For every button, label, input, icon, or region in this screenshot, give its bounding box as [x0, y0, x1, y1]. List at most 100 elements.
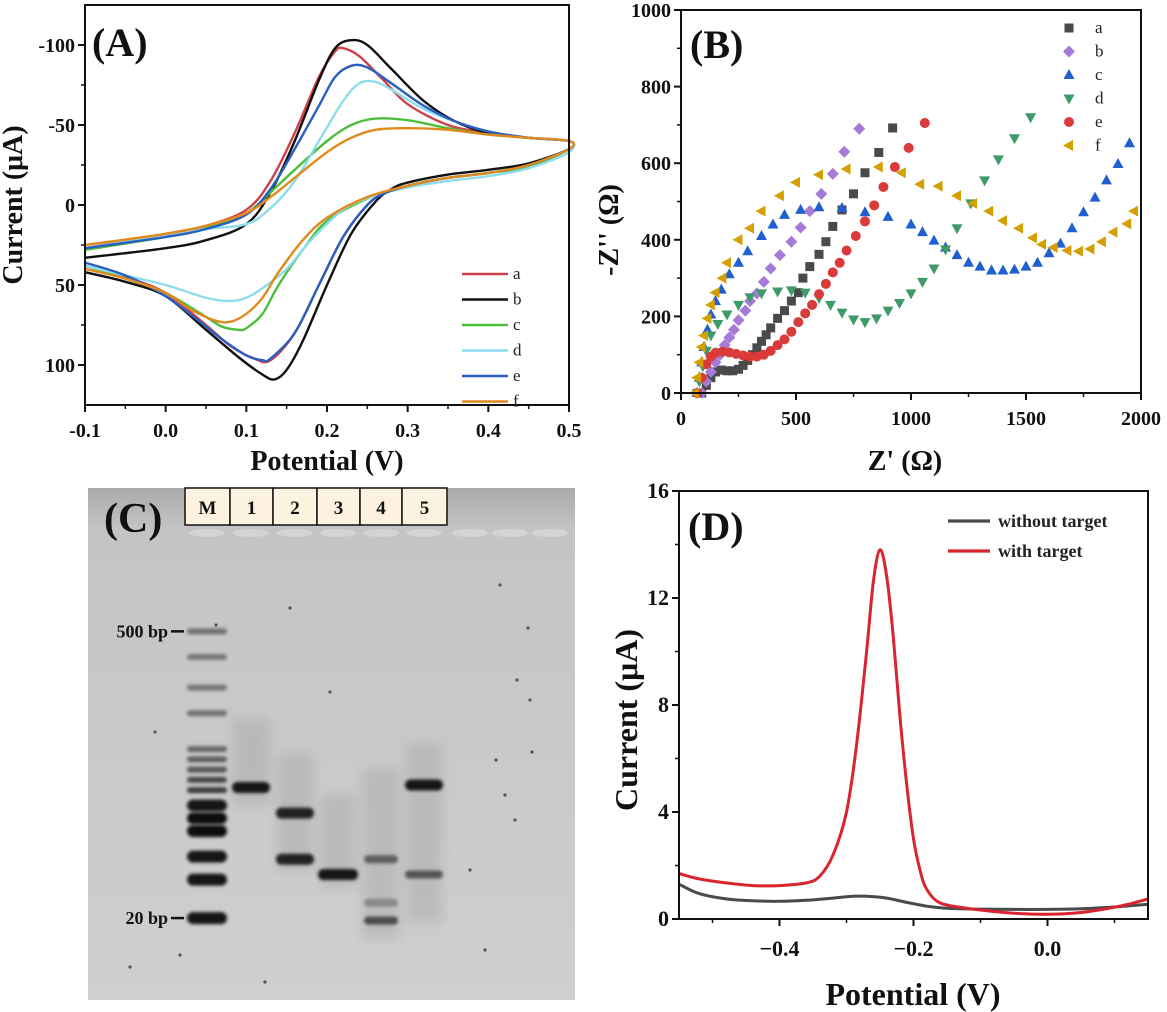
panel-d-curves — [678, 548, 1149, 916]
data-point — [917, 277, 928, 288]
dpv-curve-without-target — [678, 882, 1149, 911]
data-point — [723, 331, 736, 344]
gel-well — [532, 529, 568, 537]
data-point — [895, 167, 906, 179]
data-point — [813, 169, 823, 181]
gel-smear-lane-4 — [363, 769, 399, 939]
gel-lane-1 — [232, 782, 270, 794]
data-point — [756, 229, 767, 240]
gel-well — [189, 529, 225, 537]
y-tick-label: 0 — [661, 383, 671, 405]
data-point — [820, 278, 831, 289]
data-point — [779, 208, 790, 219]
gel-lane-5 — [405, 779, 443, 879]
y-tick-label: 200 — [641, 306, 671, 328]
data-point — [772, 287, 784, 298]
x-tick-label: 0 — [676, 408, 686, 430]
gel-speck — [178, 953, 182, 957]
y-tick-label: -50 — [48, 115, 75, 137]
data-point — [712, 320, 724, 331]
data-point — [905, 218, 917, 229]
data-point — [732, 314, 745, 327]
data-point — [814, 289, 824, 300]
data-point — [826, 167, 839, 180]
data-point — [800, 308, 811, 319]
gel-band — [232, 782, 270, 794]
gel-bands — [187, 628, 443, 925]
data-point — [834, 257, 845, 268]
data-point — [836, 202, 848, 213]
data-point — [716, 272, 727, 284]
gel-lane-label-box-5 — [401, 487, 448, 526]
gel-speck — [288, 606, 292, 610]
legend-label-c: c — [1095, 65, 1103, 84]
cv-curve-c — [84, 117, 576, 332]
data-point — [755, 205, 766, 217]
legend-label-without-target: without target — [998, 511, 1107, 531]
gel-well — [320, 529, 356, 537]
data-point — [745, 351, 755, 362]
gel-size-marker-label: 500 bp — [116, 621, 168, 641]
data-point — [1107, 226, 1118, 238]
gel-well — [492, 529, 528, 537]
x-tick-label: 0.1 — [234, 420, 259, 442]
legend-marker-b — [1063, 45, 1075, 58]
data-point — [786, 326, 797, 337]
gel-band — [187, 912, 227, 925]
data-point — [813, 201, 825, 212]
data-point — [773, 249, 786, 262]
panel-c-label: (C) — [104, 496, 162, 542]
data-point — [882, 210, 894, 221]
gel-lane-label-2: 2 — [290, 498, 300, 519]
panel-d-x-ticks: −0.4 −0.2 0.0 — [711, 919, 1116, 961]
y-tick-label: 1000 — [631, 0, 671, 22]
data-point — [1013, 222, 1024, 234]
data-point — [1025, 113, 1037, 124]
data-point — [814, 249, 824, 259]
y-tick-label: -100 — [38, 35, 75, 57]
data-point — [733, 300, 744, 311]
data-point — [841, 245, 852, 256]
gel-band — [276, 807, 314, 819]
data-point — [1036, 238, 1047, 250]
data-point — [739, 304, 752, 317]
data-point — [1078, 206, 1089, 217]
data-point — [765, 345, 776, 356]
data-point — [825, 300, 836, 311]
gel-band — [187, 776, 227, 783]
gel-speck — [214, 623, 218, 627]
legend-label-d: d — [513, 341, 522, 360]
x-tick-label: 0.3 — [395, 420, 420, 442]
data-point — [734, 364, 743, 374]
data-point — [704, 299, 715, 311]
data-point — [963, 256, 974, 267]
data-point — [799, 288, 811, 299]
gel-band — [187, 850, 227, 863]
gel-speck — [468, 868, 472, 872]
legend-label-a: a — [513, 264, 521, 283]
legend-marker-d — [1063, 94, 1075, 105]
panel-a-cv-plot: -0.1 0.0 0.1 0.2 0.3 0.4 0.5 -100 -50 0 50 100 (A)… — [0, 4, 582, 477]
gel-speck — [526, 626, 530, 630]
gel-lane-label-box-4 — [359, 487, 403, 526]
panel-c-gel-image: M 1 2 3 4 5 500 bp 20 bp (C) — [88, 487, 575, 1000]
gel-speck — [483, 948, 487, 952]
data-point — [815, 187, 828, 200]
gel-band — [187, 684, 227, 691]
data-point — [860, 168, 870, 178]
data-point — [732, 234, 743, 246]
data-point — [764, 262, 777, 275]
data-point — [709, 287, 720, 299]
data-point — [701, 323, 713, 334]
data-point — [919, 117, 930, 128]
panel-a-x-axis-title: Potential (V) — [250, 446, 403, 477]
gel-band — [187, 746, 227, 753]
gel-speck — [528, 698, 532, 702]
data-point — [803, 205, 816, 218]
gel-speck — [263, 980, 267, 984]
x-tick-label: 500 — [781, 408, 811, 430]
data-point — [932, 180, 943, 192]
panel-b-y-axis-title: -Z'' (Ω) — [594, 184, 625, 276]
data-point — [1043, 247, 1055, 258]
